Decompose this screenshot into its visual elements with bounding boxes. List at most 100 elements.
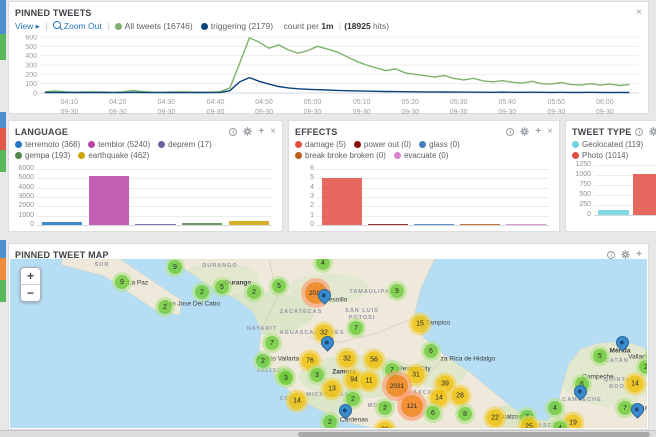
info-icon[interactable]: i [506,127,515,136]
marker-cluster[interactable]: 25 [520,418,538,428]
marker-cluster[interactable]: 94 [345,371,363,389]
legend-item[interactable]: glass (0) [419,140,460,149]
marker-cluster[interactable]: 14 [288,392,306,410]
legend-dot-icon [353,140,361,148]
legend-item[interactable]: evacuate (0) [393,151,448,160]
marker-cluster[interactable]: 76 [301,352,319,370]
marker-cluster[interactable]: 2 [378,401,392,415]
marker-cluster[interactable]: 5 [593,349,607,363]
legend-dot-icon [78,151,86,159]
bar-terremoto[interactable] [42,221,83,225]
move-icon[interactable]: + [535,126,542,137]
bar-break[interactable] [460,223,500,225]
marker-cluster[interactable]: 4 [548,401,562,415]
map-pin[interactable] [628,400,647,419]
marker-cluster[interactable]: 2 [346,392,360,406]
scrollbar-thumb[interactable] [298,432,650,437]
marker-cluster[interactable]: 9 [115,275,129,289]
marker-cluster[interactable]: 6 [426,406,440,420]
marker-cluster[interactable]: 6 [424,344,438,358]
marker-cluster[interactable]: 9 [168,260,182,274]
bar-deprem[interactable] [135,223,176,225]
marker-cluster[interactable]: 2031 [386,375,408,397]
marker-cluster[interactable]: 8 [458,407,472,421]
bar-temblor[interactable] [88,176,129,225]
marker-cluster[interactable]: 56 [365,351,383,369]
marker-cluster[interactable]: 2 [256,354,270,368]
marker-cluster[interactable]: 13 [323,380,341,398]
marker-cluster[interactable]: 2 [195,285,209,299]
gear-icon[interactable] [649,127,656,136]
info-icon[interactable]: i [607,250,616,259]
close-icon[interactable]: × [636,7,642,18]
legend-item[interactable]: break broke broken (0) [295,151,386,160]
marker-cluster[interactable]: 2 [323,415,337,428]
marker-cluster[interactable]: 4 [316,259,330,270]
legend-item[interactable]: power out (0) [353,140,411,149]
marker-cluster[interactable]: 14 [626,375,644,393]
marker-cluster[interactable]: 7 [265,336,279,350]
bar-Photo[interactable] [633,174,656,215]
marker-cluster[interactable]: 7 [385,363,399,377]
marker-cluster[interactable]: 9 [390,284,404,298]
marker-cluster[interactable]: 2 [158,300,172,314]
marker-cluster[interactable]: 31 [407,366,425,384]
gear-icon[interactable] [621,250,630,259]
marker-cluster[interactable]: 3 [279,371,293,385]
marker-cluster[interactable]: 28 [451,387,469,405]
marker-cluster[interactable]: 32 [338,350,356,368]
tweets-histogram-chart[interactable]: 0 100 200 300 400 500 600 04:10 09-30 04:20 09-30 0… [14,35,643,119]
bar-damage[interactable] [322,178,362,225]
legend-item[interactable]: gempa (193) [15,151,70,160]
marker-cluster[interactable]: 2 [247,285,261,299]
legend-item[interactable]: damage (5) [295,140,346,149]
map-zoom-in-button[interactable]: + [21,268,40,285]
legend-item[interactable]: triggering (2179) [200,21,273,31]
zoom-out-link[interactable]: Zoom Out [52,21,102,31]
marker-cluster[interactable]: 5 [272,279,286,293]
legend-item[interactable]: Geolocated (119) [572,139,656,150]
view-link[interactable]: View ▸ [15,21,40,31]
marker-cluster[interactable]: 7 [618,401,632,415]
close-icon[interactable]: × [547,126,553,137]
bar-power[interactable] [368,223,408,225]
map[interactable]: SUR DURANGO Durango La Paz San Jose Del Cabo… [10,259,647,428]
legend-item[interactable]: Photo (1014) [572,150,656,161]
legend-item[interactable]: terremoto (368) [15,140,80,149]
chevron-right-icon: ▸ [35,21,40,31]
marker-cluster[interactable]: 2 [639,360,647,374]
horizontal-scrollbar[interactable] [0,430,656,437]
tweet-type-bar-chart[interactable]: 0 250 500 750 1000 1250 [568,161,656,218]
close-icon[interactable]: × [270,126,276,137]
marker-cluster[interactable]: 4 [553,421,567,428]
bar-gempa[interactable] [182,223,223,225]
marker-cluster[interactable]: 14 [430,389,448,407]
marker-cluster[interactable]: 22 [486,409,504,427]
gear-icon[interactable] [520,127,530,136]
marker-cluster[interactable]: 39 [436,375,454,393]
marker-cluster[interactable]: 5 [215,280,229,294]
bar-evacuate[interactable] [506,223,546,225]
marker-cluster[interactable]: 11 [360,372,378,390]
marker-cluster[interactable]: 19 [564,414,582,428]
bar-glass[interactable] [414,223,454,225]
legend-item[interactable]: earthquake (462) [78,151,149,160]
marker-cluster[interactable]: 26 [376,421,394,428]
map-zoom-out-button[interactable]: − [26,286,34,300]
info-icon[interactable]: i [635,127,644,136]
move-icon[interactable]: + [258,126,265,137]
language-bar-chart[interactable]: 0 1000 2000 3000 4000 5000 6000 [11,165,276,228]
marker-cluster[interactable]: 3 [310,368,324,382]
legend-item[interactable]: temblor (5240) [88,140,150,149]
legend-item[interactable]: All tweets (16746) [114,21,193,31]
bar-earthquake[interactable] [228,220,269,225]
gear-icon[interactable] [243,127,253,136]
marker-cluster[interactable]: 7 [349,321,363,335]
move-icon[interactable]: + [636,249,642,260]
bar-Geolocated[interactable] [598,210,629,215]
marker-cluster[interactable]: 121 [401,395,423,417]
marker-cluster[interactable]: 15 [411,315,429,333]
legend-item[interactable]: deprem (17) [158,140,212,149]
info-icon[interactable]: i [229,127,238,136]
